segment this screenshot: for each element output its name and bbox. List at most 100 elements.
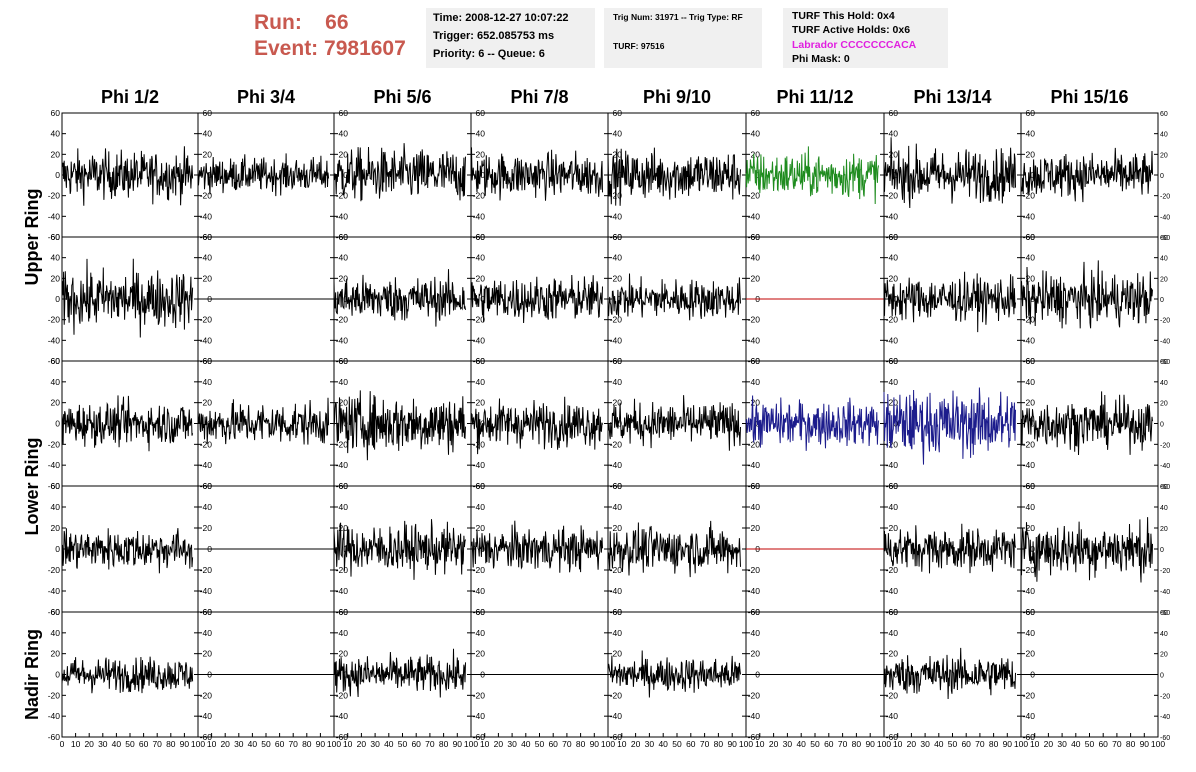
- y-tick-label: 40: [889, 377, 899, 387]
- y-tick-label: 0: [617, 419, 622, 429]
- y-tick-label: 20: [751, 149, 761, 159]
- waveform-trace: [333, 143, 466, 202]
- x-tick-label: 70: [425, 739, 435, 749]
- y-tick-label: 40: [203, 502, 213, 512]
- x-tick-label: 10: [343, 739, 353, 749]
- y-tick-label: -20: [610, 315, 623, 325]
- y-tick-label: -60: [748, 732, 761, 742]
- y-tick-label: 40: [339, 502, 349, 512]
- y-tick-label: -20: [48, 191, 61, 201]
- x-tick-label: 70: [700, 739, 710, 749]
- x-tick-label: 90: [180, 739, 190, 749]
- y-tick-label: 20: [1026, 398, 1036, 408]
- x-tick-label: 70: [152, 739, 162, 749]
- x-tick-label: 100: [877, 739, 891, 749]
- y-tick-label: 40: [51, 628, 61, 638]
- y-tick-label: -60: [48, 356, 61, 366]
- y-tick-label: 0: [480, 294, 485, 304]
- y-tick-label: -40: [200, 460, 213, 470]
- x-tick-label: 100: [1014, 739, 1028, 749]
- turf-line: TURF: 97516: [613, 41, 665, 51]
- y-tick-label: -40: [1160, 589, 1170, 596]
- y-tick-label: 60: [203, 232, 213, 242]
- y-tick-label: -20: [336, 191, 349, 201]
- x-tick-label: 50: [1085, 739, 1095, 749]
- y-tick-label: -40: [1160, 338, 1170, 345]
- y-tick-label: 0: [1160, 547, 1164, 554]
- y-tick-label: -40: [610, 586, 623, 596]
- x-tick-label: 60: [1098, 739, 1108, 749]
- y-tick-label: -20: [473, 191, 486, 201]
- column-title: Phi 13/14: [913, 87, 992, 107]
- y-tick-label: -20: [1160, 442, 1170, 449]
- y-tick-label: -40: [886, 711, 899, 721]
- y-tick-label: 20: [1160, 652, 1168, 659]
- y-tick-label: 40: [1026, 129, 1036, 139]
- y-tick-label: 40: [476, 628, 486, 638]
- y-tick-label: 60: [476, 481, 486, 491]
- y-tick-label: 60: [203, 607, 213, 617]
- y-tick-label: -40: [1160, 214, 1170, 221]
- waveform-trace: [1020, 260, 1153, 329]
- y-tick-label: 40: [1160, 631, 1168, 638]
- y-tick-label: -40: [48, 586, 61, 596]
- y-tick-label: 20: [1026, 149, 1036, 159]
- y-tick-label: 40: [613, 253, 623, 263]
- y-tick-label: 20: [889, 523, 899, 533]
- waveform-trace: [883, 647, 1016, 700]
- x-tick-label: 20: [84, 739, 94, 749]
- x-tick-label: 90: [727, 739, 737, 749]
- y-tick-label: 60: [751, 356, 761, 366]
- waveform-trace: [1020, 147, 1153, 203]
- y-tick-label: 60: [51, 108, 61, 118]
- y-tick-label: -40: [48, 711, 61, 721]
- y-tick-label: 0: [343, 170, 348, 180]
- waveform-trace: [470, 147, 603, 201]
- y-tick-label: -40: [336, 335, 349, 345]
- x-tick-label: 60: [411, 739, 421, 749]
- x-tick-label: 100: [739, 739, 753, 749]
- x-tick-label: 10: [1030, 739, 1040, 749]
- y-tick-label: -20: [886, 439, 899, 449]
- y-tick-label: 60: [889, 356, 899, 366]
- y-tick-label: -20: [48, 565, 61, 575]
- y-tick-label: -60: [48, 481, 61, 491]
- y-tick-label: -40: [610, 211, 623, 221]
- x-tick-label: 50: [948, 739, 958, 749]
- y-tick-label: 40: [613, 129, 623, 139]
- y-tick-label: 60: [203, 356, 213, 366]
- y-tick-label: -20: [200, 690, 213, 700]
- x-tick-label: 10: [71, 739, 81, 749]
- y-tick-label: 60: [1026, 356, 1036, 366]
- y-tick-label: 20: [51, 149, 61, 159]
- waveform-trace: [470, 396, 603, 455]
- y-tick-label: -40: [1023, 211, 1036, 221]
- y-tick-label: 0: [55, 294, 60, 304]
- x-tick-label: 90: [1003, 739, 1013, 749]
- y-tick-label: 60: [1160, 359, 1168, 366]
- waveform-trace: [61, 258, 194, 338]
- x-tick-label: 10: [893, 739, 903, 749]
- y-tick-label: 60: [1160, 610, 1168, 617]
- priority-line: Priority: 6 -- Queue: 6: [433, 48, 545, 60]
- y-tick-label: 40: [339, 129, 349, 139]
- x-tick-label: 50: [125, 739, 135, 749]
- y-tick-label: -20: [1160, 693, 1170, 700]
- y-tick-label: 0: [207, 170, 212, 180]
- y-tick-label: 40: [889, 628, 899, 638]
- x-tick-label: 30: [370, 739, 380, 749]
- waveform-trace: [883, 137, 1016, 209]
- y-tick-label: 60: [51, 607, 61, 617]
- y-tick-label: -20: [473, 690, 486, 700]
- y-tick-label: 20: [1026, 273, 1036, 283]
- y-tick-label: 40: [476, 253, 486, 263]
- y-tick-label: 20: [1160, 152, 1168, 159]
- x-tick-label: 40: [1071, 739, 1081, 749]
- y-tick-label: -20: [1023, 315, 1036, 325]
- y-tick-label: 20: [203, 149, 213, 159]
- x-tick-label: 30: [234, 739, 244, 749]
- column-title: Phi 9/10: [642, 87, 712, 107]
- y-tick-label: 0: [55, 419, 60, 429]
- y-tick-label: -60: [48, 732, 61, 742]
- x-tick-label: 40: [796, 739, 806, 749]
